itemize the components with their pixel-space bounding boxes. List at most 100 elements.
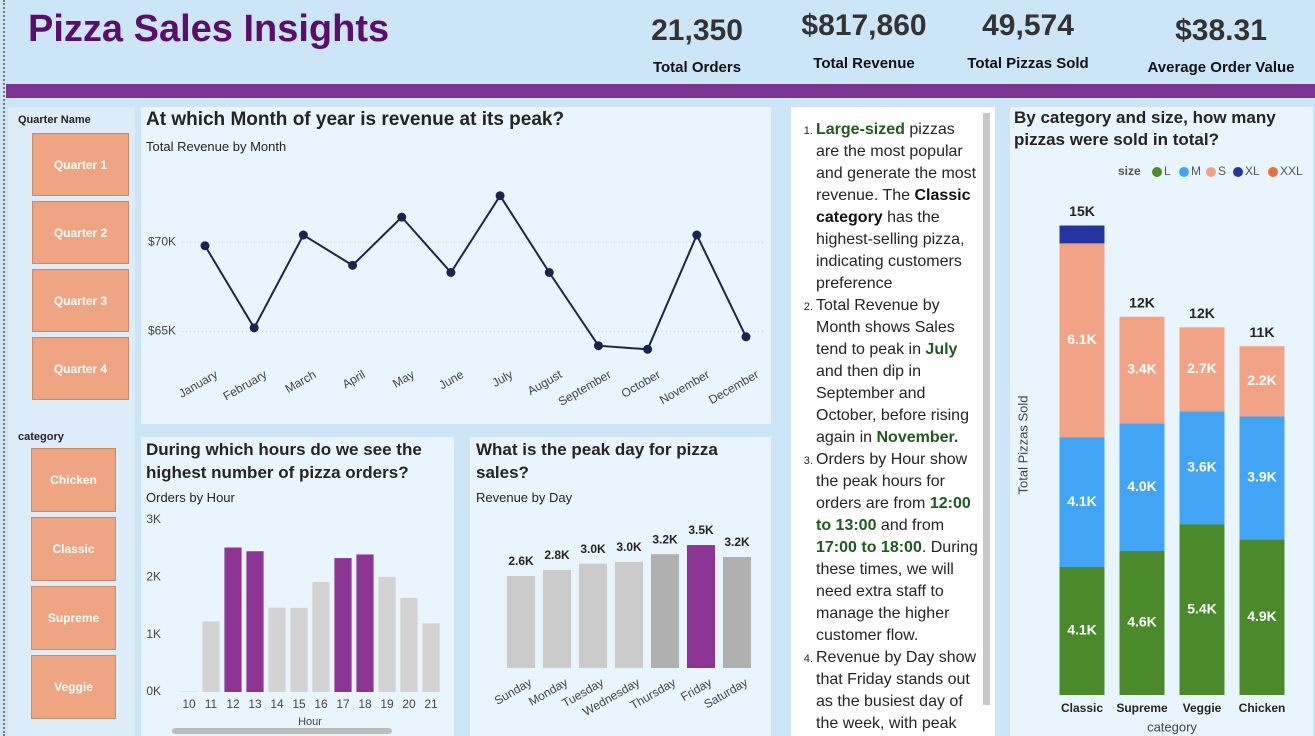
- slicer-button[interactable]: Quarter 2: [32, 201, 129, 264]
- bar: [542, 569, 572, 668]
- slicer-button[interactable]: Quarter 4: [32, 337, 129, 400]
- marker: [397, 212, 407, 222]
- insight-text: July: [925, 341, 958, 358]
- y-tick-label: 2K: [146, 570, 161, 584]
- data-label: 3.9K: [1247, 469, 1277, 485]
- data-label: 4.9K: [1247, 608, 1277, 624]
- marker: [249, 323, 259, 333]
- marker: [692, 230, 702, 240]
- bar: [224, 547, 242, 692]
- data-label: 4.6K: [1127, 614, 1157, 630]
- marker: [200, 241, 210, 251]
- slicer-button[interactable]: Chicken: [31, 448, 116, 512]
- legend-title: size: [1118, 164, 1141, 178]
- y-tick-label: 0K: [146, 684, 161, 698]
- slicer-title: category: [18, 431, 64, 443]
- total-label: 12K: [1189, 305, 1215, 321]
- insight-item: Revenue by Day show that Friday stands o…: [816, 647, 979, 735]
- x-tick-label: 20: [402, 697, 416, 711]
- bar: [722, 556, 752, 668]
- marker: [544, 268, 554, 277]
- data-label: 4.1K: [1067, 622, 1097, 638]
- insight-text: 17:00 to 18:00: [816, 539, 922, 556]
- bar: [578, 563, 608, 668]
- bar: [422, 623, 440, 692]
- insight-item: Large-sized pizzas are the most popular …: [816, 119, 979, 295]
- bar: [400, 597, 418, 692]
- slicer-button[interactable]: Veggie: [31, 655, 116, 719]
- x-tick-label: May: [390, 367, 417, 390]
- insight-text: and from: [876, 517, 945, 534]
- data-label: 5.4K: [1187, 600, 1217, 616]
- legend-marker: [1268, 167, 1278, 177]
- bar-segment: [1059, 566, 1105, 695]
- x-tick-label: 19: [380, 697, 394, 711]
- slicer-button[interactable]: Quarter 3: [32, 269, 129, 332]
- bar-segment: [1239, 539, 1285, 695]
- x-axis-label: Hour: [298, 716, 322, 728]
- marker: [298, 230, 308, 240]
- insight-text: has the highest-selling pizza, indicatin…: [816, 209, 965, 292]
- insight-text: Revenue by Day show that Friday stands o…: [816, 649, 977, 732]
- x-tick-label: 12: [226, 697, 240, 711]
- kpi-label: Total Pizzas Sold: [967, 55, 1089, 72]
- bar-segment: [1119, 550, 1165, 695]
- bar-segment: [1059, 225, 1105, 226]
- x-tick-label: 21: [424, 697, 438, 711]
- bar: [334, 558, 352, 692]
- slicer-button[interactable]: Classic: [31, 517, 116, 581]
- kpi-value: 21,350: [651, 14, 743, 47]
- data-label: 2.8K: [544, 548, 570, 562]
- marker: [495, 191, 505, 201]
- insight-item: Orders by Hour show the peak hours for o…: [816, 449, 979, 647]
- chart-title: What is the peak day for pizza sales?: [476, 440, 718, 482]
- x-tick-label: December: [706, 367, 761, 407]
- x-tick-label: 15: [292, 697, 306, 711]
- chart-subtitle: Orders by Hour: [146, 490, 235, 505]
- data-label: 3.0K: [580, 542, 606, 556]
- legend-label: L: [1164, 164, 1171, 178]
- x-axis-label: category: [1147, 719, 1197, 734]
- scrollbar[interactable]: [172, 728, 392, 734]
- legend-marker: [1152, 167, 1162, 177]
- y-tick-label: 3K: [146, 512, 161, 526]
- x-tick-label: 18: [358, 697, 372, 711]
- insight-item: Total Revenue by Month shows Sales tend …: [816, 295, 979, 449]
- scrollbar[interactable]: [983, 113, 990, 705]
- kpi-value: $817,860: [801, 9, 927, 42]
- bar-segment: [1059, 243, 1105, 438]
- bar-segment: [1119, 423, 1165, 551]
- x-tick-label: 10: [182, 697, 196, 711]
- slicer-button[interactable]: Supreme: [31, 586, 116, 650]
- x-tick-label: August: [525, 367, 565, 398]
- data-label: 4.0K: [1127, 478, 1157, 494]
- total-label: 11K: [1250, 324, 1275, 340]
- x-tick-label: Veggie: [1183, 701, 1222, 715]
- bar-segment: [1059, 225, 1105, 244]
- insights-text: Large-sized pizzas are the most popular …: [791, 119, 979, 735]
- bar-segment: [1179, 524, 1225, 695]
- x-tick-label: Classic: [1061, 701, 1103, 715]
- divider-bar: [6, 84, 1315, 98]
- x-tick-label: 14: [270, 697, 284, 711]
- marker: [643, 344, 653, 354]
- bar: [650, 554, 680, 668]
- total-label: 15K: [1069, 203, 1095, 219]
- x-tick-label: 11: [205, 697, 218, 711]
- data-label: 6.1K: [1067, 331, 1097, 347]
- insight-text: 12:00 to 13:00: [816, 495, 971, 534]
- bar-segment: [1179, 327, 1225, 412]
- data-label: 2.6K: [508, 554, 534, 568]
- slicer-button[interactable]: Quarter 1: [32, 133, 129, 196]
- bar: [356, 554, 374, 692]
- chart-subtitle: Revenue by Day: [476, 490, 573, 505]
- y-tick-label: $70K: [148, 234, 176, 248]
- x-tick-label: March: [283, 367, 319, 396]
- insights-panel: Large-sized pizzas are the most popular …: [791, 107, 995, 736]
- insight-text: Classic category: [816, 187, 971, 226]
- frame-edge: [3, 0, 5, 736]
- bar: [312, 581, 330, 692]
- total-label: 12K: [1129, 294, 1155, 310]
- marker: [446, 268, 456, 277]
